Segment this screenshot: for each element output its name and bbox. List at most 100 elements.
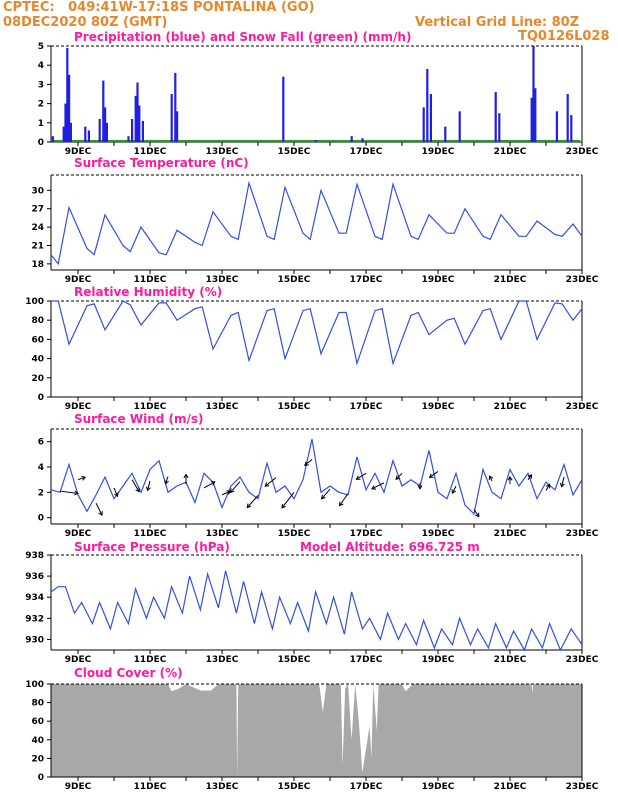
temp-panel: 9DEC 11DEC 13DEC 15DEC 17DEC 19DEC 21DEC 23DEC 1…	[31, 174, 599, 285]
pres-y-tick-label: 930	[25, 635, 44, 645]
precipitation-bar	[498, 113, 501, 142]
precipitation-bar	[429, 94, 432, 142]
precipitation-bar	[87, 130, 90, 142]
rh-panel: 9DEC 11DEC 13DEC 15DEC 17DEC 19DEC 21DEC 23DEC 0…	[25, 297, 599, 412]
precip-x-tick-label: 23DEC	[566, 147, 599, 157]
wind-x-tick-label: 21DEC	[494, 529, 527, 539]
precipitation-bar	[176, 111, 179, 142]
precipitation-bar	[138, 105, 141, 142]
precipitation-bar	[84, 126, 87, 142]
wind-panel: 9DEC 11DEC 13DEC 15DEC 17DEC 19DEC 21DEC 23DEC 0…	[38, 428, 599, 539]
wind-vector	[451, 485, 457, 494]
wind-vector	[77, 476, 86, 481]
wind-vector	[281, 492, 295, 509]
precipitation-bar	[105, 122, 108, 142]
header-source: CPTEC:	[3, 0, 55, 15]
wind-vector	[165, 476, 169, 484]
rh-y-tick-label: 0	[38, 393, 44, 403]
pres-y-tick-label: 936	[25, 572, 44, 582]
wind-vector-head	[507, 475, 513, 481]
temp-y-tick-label: 30	[31, 186, 44, 196]
wind-vector	[147, 480, 151, 491]
precipitation-bar	[350, 136, 353, 142]
wind-vector	[264, 477, 277, 487]
precipitation-bar	[314, 140, 317, 142]
cloud-title: Cloud Cover (%)	[74, 666, 183, 680]
wind-vector-head	[339, 501, 344, 507]
precipitation-bar	[102, 80, 105, 142]
precipitation-bar	[555, 111, 558, 142]
precipitation-bar	[174, 72, 177, 142]
rh-x-tick-label: 23DEC	[566, 402, 599, 412]
wind-vector	[429, 471, 439, 478]
cloud-x-tick-label: 13DEC	[206, 782, 239, 792]
precip-x-tick-label: 17DEC	[350, 147, 383, 157]
cloud-x-tick-label: 17DEC	[350, 782, 383, 792]
pres-y-tick-label: 938	[25, 551, 44, 561]
wind-vector-head	[98, 511, 103, 516]
wind-series-line	[50, 438, 583, 516]
wind-vector-head	[395, 475, 401, 480]
rh-x-tick-label: 9DEC	[65, 402, 92, 412]
header-run: 08DEC2020 80Z (GMT)	[3, 15, 168, 30]
wind-vector	[339, 493, 349, 506]
precipitation-bar	[51, 136, 54, 142]
wind-x-tick-label: 23DEC	[566, 529, 599, 539]
pres-y-tick-label: 932	[25, 614, 44, 624]
precip-x-tick-label: 13DEC	[206, 147, 239, 157]
wind-vector-head	[81, 475, 87, 481]
header-grid-line: Vertical Grid Line: 80Z	[415, 15, 580, 30]
wind-vector-head	[246, 503, 252, 509]
header-code: TQ0126L028	[518, 29, 610, 44]
wind-vector-head	[451, 489, 457, 495]
cloud-x-tick-label: 11DEC	[134, 782, 167, 792]
wind-x-tick-label: 17DEC	[350, 529, 383, 539]
wind-vector-head	[145, 486, 151, 492]
wind-vector	[561, 477, 565, 487]
precipitation-bar	[530, 97, 533, 142]
cloud-x-tick-label: 23DEC	[566, 782, 599, 792]
rh-x-tick-label: 19DEC	[422, 402, 455, 412]
wind-vector	[131, 479, 140, 492]
wind-y-tick-label: 2	[38, 488, 44, 498]
rh-x-tick-label: 21DEC	[494, 402, 527, 412]
cloud-y-tick-label: 100	[25, 680, 44, 690]
wind-vector-head	[428, 473, 434, 478]
wind-x-tick-label: 13DEC	[206, 529, 239, 539]
wind-vector	[203, 481, 216, 489]
wind-vector-head	[371, 485, 377, 490]
precipitation-bar	[444, 126, 447, 142]
wind-vector-head	[114, 492, 119, 498]
wind-vector-head	[183, 473, 189, 479]
rh-x-tick-label: 17DEC	[350, 402, 383, 412]
precip-title: Precipitation (blue) and Snow Fall (gree…	[74, 30, 412, 44]
model-altitude-label: Model Altitude: 696.725 m	[300, 540, 480, 554]
precip-x-tick-label: 11DEC	[134, 147, 167, 157]
precipitation-bar	[98, 119, 101, 142]
wind-y-tick-label: 4	[38, 463, 44, 473]
wind-vector	[113, 487, 119, 497]
wind-vector	[246, 495, 259, 508]
precipitation-bar	[458, 111, 461, 142]
precip-x-tick-label: 15DEC	[278, 147, 311, 157]
pres-x-tick-label: 17DEC	[350, 655, 383, 665]
wind-vector-head	[135, 487, 140, 493]
precip-y-tick-label: 5	[38, 42, 44, 52]
precipitation-bar	[62, 126, 65, 142]
rh-x-tick-label: 13DEC	[206, 402, 239, 412]
precip-y-tick-label: 3	[38, 80, 44, 90]
cloud-y-tick-label: 40	[31, 736, 44, 746]
cloud-y-tick-label: 60	[31, 717, 44, 727]
pres-y-tick-label: 934	[25, 593, 44, 603]
wind-vector-head	[527, 474, 533, 479]
pressure-title: Surface Pressure (hPa)	[74, 540, 230, 554]
precip-y-tick-label: 1	[38, 119, 44, 129]
temp-x-tick-label: 19DEC	[422, 275, 455, 285]
wind-vector-head	[559, 482, 565, 488]
wind-y-tick-label: 6	[38, 438, 44, 448]
temp-x-tick-label: 23DEC	[566, 275, 599, 285]
precipitation-bar	[66, 47, 69, 142]
wind-vector-head	[210, 481, 216, 486]
rh-y-tick-label: 40	[31, 355, 44, 365]
precipitation-bar	[534, 88, 537, 142]
